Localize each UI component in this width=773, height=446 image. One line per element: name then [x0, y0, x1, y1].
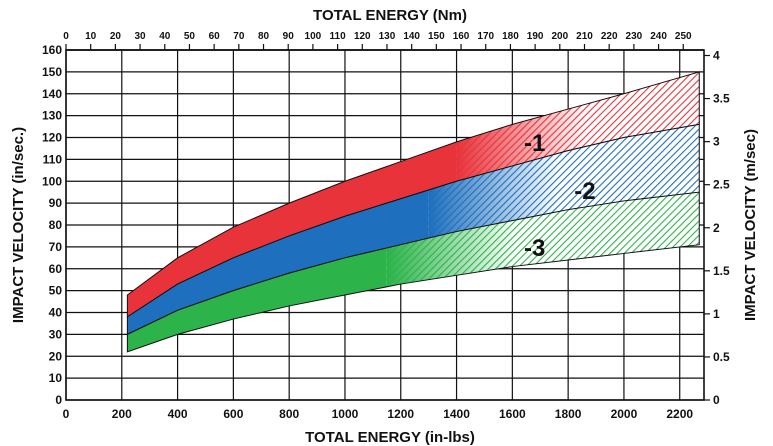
top-tick-label: 30: [135, 31, 147, 42]
x-tick-label: 600: [223, 407, 243, 421]
top-tick-label: 130: [379, 31, 396, 42]
y-right-tick-label: 3: [713, 135, 720, 149]
band-label: -1: [524, 130, 545, 157]
y-right-tick-label: 4: [713, 49, 720, 63]
x-tick-label: 200: [112, 407, 132, 421]
band-outline: [126, 191, 700, 353]
y-left-tick-label: 50: [49, 284, 63, 298]
top-tick-label: 250: [675, 31, 692, 42]
band-labels: -1 -2 -3: [524, 130, 596, 262]
y-left-tick-label: 140: [42, 87, 62, 101]
x-tick-label: 800: [279, 407, 299, 421]
y-left-tick-label: 110: [43, 152, 63, 166]
y-left-tick-label: 150: [42, 65, 62, 79]
x-tick-label: 0: [63, 407, 70, 421]
top-tick-label: 90: [283, 31, 295, 42]
top-tick-label: 230: [626, 31, 643, 42]
y-axis-right-title: IMPACT VELOCITY (m/sec): [742, 129, 759, 321]
top-tick-label: 240: [650, 31, 667, 42]
x-tick-label: 1400: [443, 407, 470, 421]
y-left-tick-label: 130: [42, 109, 62, 123]
ticks: 0 200 400 600 800 1000 1200 1400 1600 1800 2000 220…: [42, 31, 730, 421]
y-left-tick-label: 40: [49, 306, 63, 320]
top-tick-label: 110: [330, 31, 347, 42]
y-left-tick-label: 160: [42, 43, 62, 57]
band-label: -2: [574, 178, 595, 205]
y-right-tick-label: 0.5: [713, 350, 730, 364]
y-left-tick-label: 70: [49, 240, 63, 254]
y-right-tick-label: 2.5: [713, 178, 730, 192]
y-left-tick-label: 0: [55, 393, 62, 407]
y-right-tick-label: 2: [713, 221, 720, 235]
y-left-tick-label: 120: [42, 131, 62, 145]
y-axis-left-title: IMPACT VELOCITY (in/sec.): [10, 127, 27, 323]
top-tick-label: 150: [428, 31, 445, 42]
x-tick-label: 1200: [387, 407, 414, 421]
top-tick-label: 50: [184, 31, 196, 42]
top-tick-label: 100: [305, 31, 322, 42]
y-right-tick-label: 1: [713, 307, 720, 321]
x-tick-label: 400: [168, 407, 188, 421]
x-tick-label: 1000: [332, 407, 359, 421]
y-left-tick-label: 90: [49, 196, 63, 210]
y-left-tick-label: 60: [49, 262, 63, 276]
top-tick-label: 140: [403, 31, 420, 42]
x-tick-label: 2000: [611, 407, 638, 421]
y-right-tick-label: 0: [713, 393, 720, 407]
top-tick-label: 10: [85, 31, 97, 42]
top-tick-label: 200: [551, 31, 568, 42]
top-axis-title: TOTAL ENERGY (Nm): [313, 7, 467, 24]
top-tick-label: 80: [258, 31, 270, 42]
y-right-tick-label: 1.5: [713, 264, 730, 278]
top-tick-label: 160: [453, 31, 470, 42]
x-tick-label: 2200: [666, 407, 693, 421]
y-right-tick-label: 3.5: [713, 92, 730, 106]
top-tick-label: 20: [110, 31, 122, 42]
y-left-tick-label: 10: [49, 371, 63, 385]
x-tick-label: 1600: [499, 407, 526, 421]
top-tick-label: 210: [576, 31, 593, 42]
top-tick-label: 0: [63, 31, 69, 42]
y-left-tick-label: 100: [42, 174, 62, 188]
x-tick-label: 1800: [555, 407, 582, 421]
top-tick-label: 190: [527, 31, 544, 42]
top-tick-label: 220: [601, 31, 618, 42]
top-tick-label: 40: [159, 31, 171, 42]
top-tick-label: 180: [502, 31, 519, 42]
top-tick-label: 60: [209, 31, 221, 42]
top-tick-label: 120: [354, 31, 371, 42]
band-label: -3: [524, 235, 545, 262]
y-left-tick-label: 80: [49, 218, 63, 232]
top-tick-label: 170: [477, 31, 494, 42]
top-tick-label: 70: [233, 31, 245, 42]
y-left-tick-label: 20: [49, 349, 63, 363]
y-left-tick-label: 30: [49, 327, 63, 341]
x-axis-title: TOTAL ENERGY (in-lbs): [305, 429, 475, 446]
